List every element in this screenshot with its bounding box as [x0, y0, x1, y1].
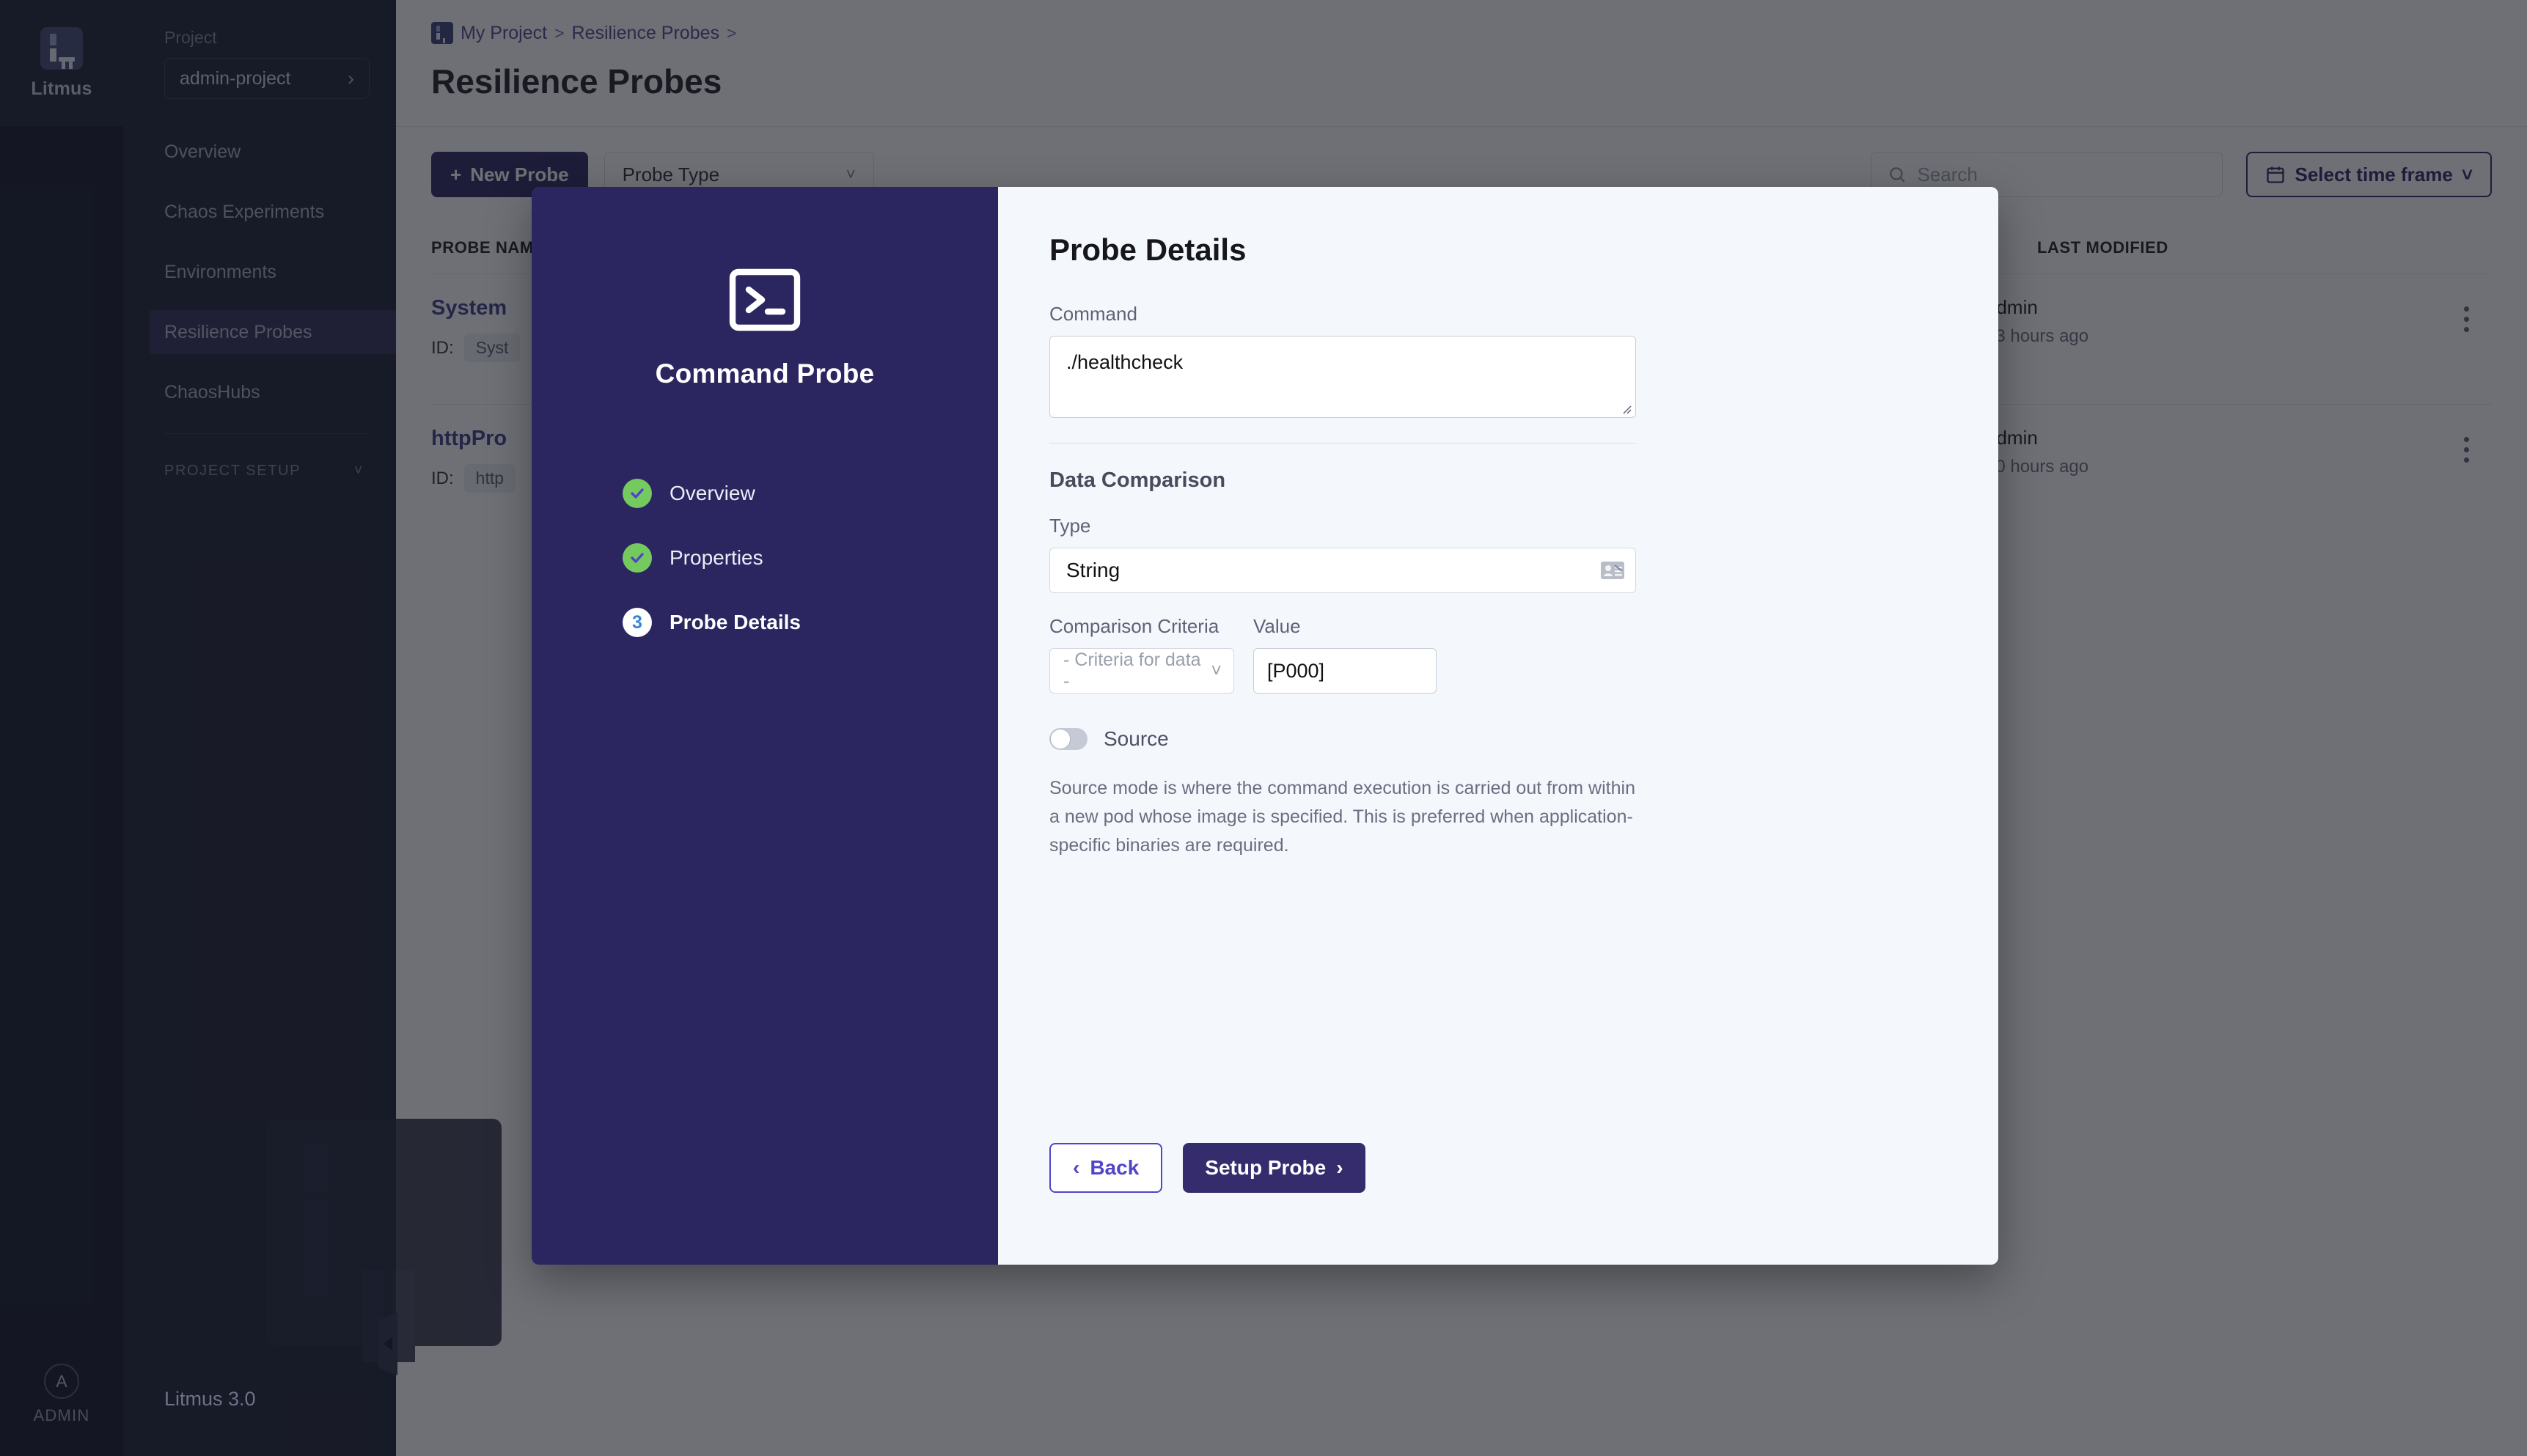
- modal-sidebar-title: Command Probe: [655, 359, 875, 389]
- chevron-down-icon: ˅: [1211, 660, 1222, 681]
- modal-title: Probe Details: [1049, 232, 1247, 267]
- modal-body: Probe Details Command ./healthcheck Data…: [998, 187, 1998, 1265]
- criteria-field: Comparison Criteria - Criteria for data …: [1049, 615, 1234, 694]
- type-label: Type: [1049, 515, 1091, 537]
- probe-setup-modal: Command Probe Overview Properties 3 P: [532, 187, 1998, 1265]
- criteria-select[interactable]: - Criteria for data - ˅: [1049, 648, 1234, 694]
- wizard-step-overview[interactable]: Overview: [623, 476, 998, 511]
- command-textarea[interactable]: ./healthcheck: [1049, 336, 1636, 418]
- section-divider: [1049, 443, 1636, 444]
- source-toggle[interactable]: [1049, 728, 1088, 750]
- modal-sidebar: Command Probe Overview Properties 3 P: [532, 187, 998, 1265]
- comparison-row: Comparison Criteria - Criteria for data …: [1049, 615, 1947, 694]
- wizard-step-label: Overview: [670, 482, 755, 504]
- modal-footer: ‹ Back Setup Probe ›: [1049, 1143, 1947, 1265]
- chevron-right-icon: ›: [1336, 1156, 1343, 1179]
- contact-card-icon[interactable]: [1600, 561, 1625, 580]
- wizard-step-label: Properties: [670, 546, 763, 569]
- resize-grip-icon[interactable]: [1620, 402, 1632, 414]
- criteria-label: Comparison Criteria: [1049, 615, 1220, 637]
- submit-label: Setup Probe: [1205, 1156, 1327, 1179]
- command-label: Command: [1049, 303, 1137, 325]
- version-label: Litmus 3.0: [164, 1388, 256, 1410]
- back-button[interactable]: ‹ Back: [1049, 1143, 1163, 1193]
- value-input[interactable]: [P000]: [1253, 648, 1437, 694]
- command-value: ./healthcheck: [1066, 351, 1184, 373]
- type-value: String: [1066, 559, 1121, 581]
- check-icon: [623, 543, 652, 573]
- wizard-step-properties[interactable]: Properties: [623, 540, 998, 576]
- terminal-icon: [729, 268, 801, 331]
- value-field: Value [P000]: [1253, 615, 1437, 694]
- value-text: [P000]: [1267, 659, 1325, 682]
- setup-probe-button[interactable]: Setup Probe ›: [1183, 1143, 1365, 1193]
- source-label: Source: [1104, 727, 1169, 750]
- back-label: Back: [1090, 1156, 1140, 1179]
- type-select[interactable]: String: [1049, 548, 1636, 593]
- source-toggle-row: Source: [1049, 727, 1947, 751]
- chevron-left-icon: ‹: [1073, 1156, 1080, 1179]
- wizard-step-probe-details[interactable]: 3 Probe Details: [623, 605, 998, 640]
- criteria-placeholder: - Criteria for data -: [1063, 650, 1201, 691]
- check-icon: [623, 479, 652, 508]
- wizard-step-label: Probe Details: [670, 611, 801, 633]
- step-number-badge: 3: [623, 608, 652, 637]
- data-comparison-label: Data Comparison: [1049, 468, 1226, 492]
- wizard-steps: Overview Properties 3 Probe Details: [532, 476, 998, 669]
- source-helper-text: Source mode is where the command executi…: [1049, 778, 1635, 856]
- value-label: Value: [1253, 615, 1301, 637]
